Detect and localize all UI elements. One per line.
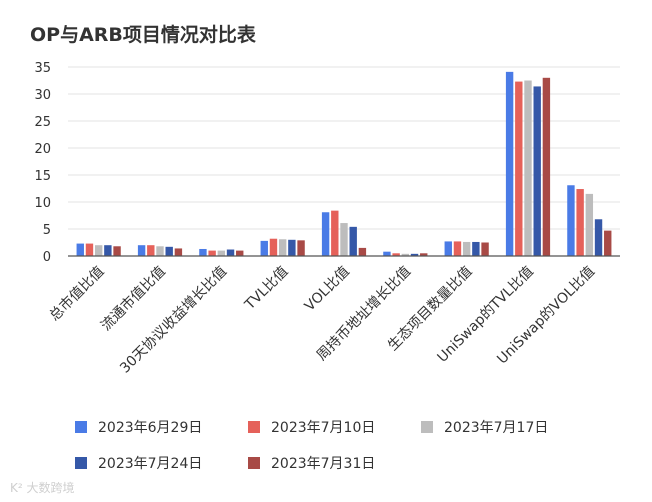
bar	[269, 238, 278, 256]
x-tick-label: 总市值比值	[46, 263, 108, 325]
bar	[278, 239, 287, 256]
legend-swatch	[248, 457, 260, 469]
bar	[462, 241, 471, 256]
bar	[217, 250, 226, 256]
bar	[444, 241, 452, 256]
bar	[85, 243, 94, 256]
legend-label: 2023年6月29日	[98, 420, 203, 436]
bar	[585, 193, 594, 256]
legend-item[interactable]: 2023年6月29日	[75, 417, 202, 437]
bar	[542, 77, 551, 256]
bar	[453, 241, 462, 256]
legend-label: 2023年7月17日	[444, 420, 549, 436]
bar	[288, 239, 296, 256]
bar	[358, 247, 367, 256]
bar	[594, 219, 603, 256]
bar	[113, 246, 121, 256]
x-tick-label: 30天协议收益增长比值	[117, 264, 230, 377]
bar	[392, 253, 400, 256]
bar	[174, 248, 183, 256]
bar	[505, 71, 514, 256]
y-tick-label: 10	[34, 196, 51, 211]
legend-label: 2023年7月24日	[98, 456, 203, 472]
bar	[165, 246, 173, 256]
bar	[604, 230, 612, 256]
bar	[137, 245, 146, 256]
legend-item[interactable]: 2023年7月17日	[421, 417, 548, 437]
legend-label: 2023年7月10日	[271, 420, 376, 436]
bar	[76, 243, 84, 256]
y-tick-label: 25	[34, 115, 51, 130]
y-tick-label: 5	[43, 223, 51, 238]
bar	[321, 212, 330, 256]
bar	[104, 245, 112, 256]
bar	[533, 86, 541, 256]
bar	[297, 240, 305, 256]
bar	[208, 250, 216, 256]
legend-swatch	[75, 457, 87, 469]
bar	[472, 241, 480, 256]
bar	[331, 210, 339, 256]
watermark: K² 大数跨境	[10, 481, 75, 495]
y-axis-ticks: 0 5 10 15 20 25 30 35	[34, 61, 51, 265]
legend-item[interactable]: 2023年7月24日	[75, 453, 202, 473]
bar	[340, 223, 348, 256]
bar	[349, 226, 357, 256]
bar	[199, 248, 207, 256]
x-tick-label: TVL比值	[241, 264, 291, 314]
bar	[410, 253, 419, 256]
bar	[420, 253, 428, 256]
y-tick-label: 30	[34, 88, 51, 103]
legend-item[interactable]: 2023年7月31日	[248, 453, 375, 473]
y-tick-label: 35	[34, 61, 51, 76]
chart-title: OP与ARB项目情况对比表	[30, 24, 256, 46]
y-tick-label: 15	[34, 169, 51, 184]
y-tick-label: 20	[34, 142, 51, 157]
bar	[156, 246, 164, 256]
bar	[515, 81, 523, 256]
bar	[236, 250, 244, 256]
bar	[226, 249, 235, 256]
bar	[94, 245, 103, 256]
legend-label: 2023年7月31日	[271, 456, 376, 472]
legend-swatch	[75, 421, 87, 433]
legend-item[interactable]: 2023年7月10日	[248, 417, 375, 437]
bar	[401, 253, 410, 256]
bar	[481, 242, 489, 256]
bar	[567, 185, 575, 256]
bar	[260, 240, 268, 256]
legend-swatch	[421, 421, 433, 433]
bars	[76, 71, 612, 256]
x-tick-label: VOL比值	[302, 264, 353, 315]
legend-swatch	[248, 421, 260, 433]
y-tick-label: 0	[43, 250, 51, 265]
bar	[383, 251, 391, 256]
bar	[147, 245, 155, 256]
bar	[524, 80, 532, 256]
bar	[576, 189, 584, 256]
